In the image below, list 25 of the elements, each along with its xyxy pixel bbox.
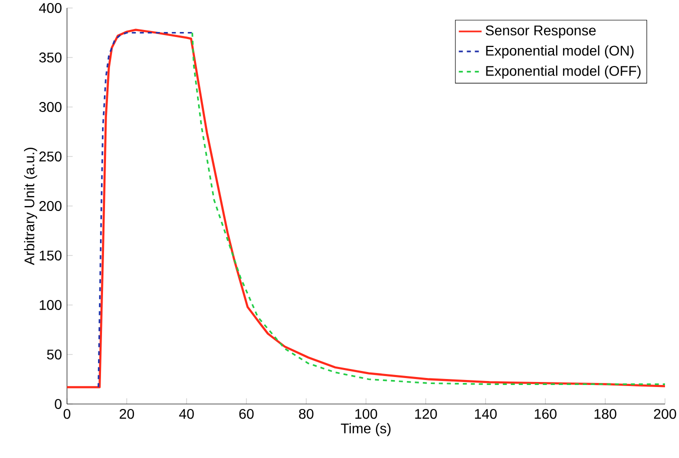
legend-label: Exponential model (OFF) [486,66,641,79]
x-tick-label: 60 [239,408,254,419]
x-tick-label: 120 [415,408,437,419]
legend-label: Exponential model (ON) [486,45,634,58]
x-tick-label: 160 [534,408,557,419]
x-tick-label: 140 [474,408,497,419]
x-tick-label: 80 [299,408,314,419]
y-tick-label: 350 [39,52,62,62]
x-tick-label: 40 [179,408,194,419]
x-axis-title: Time (s) [340,423,391,436]
legend-label: Sensor Response [486,25,596,38]
x-tick-label: 100 [355,408,378,419]
y-tick-label: 200 [39,201,62,211]
y-tick-label: 300 [39,102,62,112]
y-tick-label: 100 [40,300,62,310]
y-tick-label: 150 [40,250,62,260]
y-tick-label: 0 [54,399,62,409]
x-tick-label: 180 [594,408,616,419]
x-tick-label: 0 [64,408,70,419]
x-tick-label: 200 [654,408,676,419]
x-tick-label: 20 [120,408,134,419]
y-tick-label: 50 [47,350,62,360]
y-tick-label: 250 [39,152,62,162]
y-tick-label: 400 [39,3,62,13]
y-axis-title: Arbitrary Unit (a.u.) [24,148,38,266]
